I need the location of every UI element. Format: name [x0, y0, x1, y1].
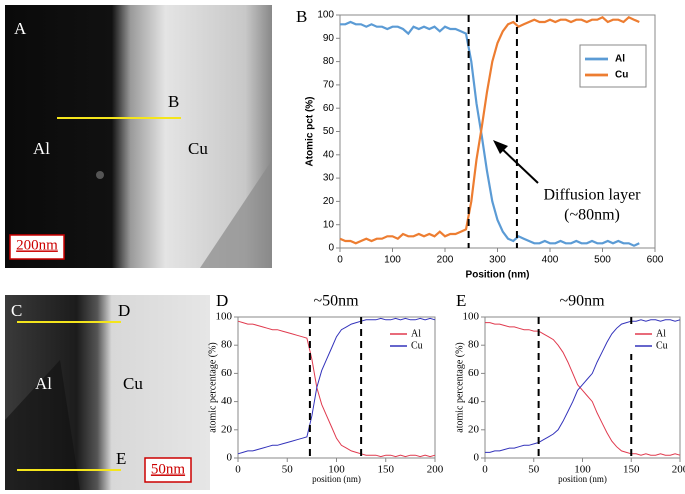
point-label: D	[118, 301, 130, 320]
legend-box	[579, 44, 647, 88]
y-tick-label: 20	[468, 423, 480, 435]
y-tick-label: 60	[323, 103, 335, 114]
series-line	[485, 319, 681, 453]
x-axis-label: Position (nm)	[466, 270, 530, 281]
legend-label: Cu	[615, 70, 628, 81]
series-line	[237, 317, 436, 455]
panel-label: D	[216, 291, 228, 310]
legend-box	[630, 326, 676, 354]
legend-label: Cu	[656, 340, 668, 351]
image-shade	[200, 160, 272, 268]
y-axis-label: atomic percentage (%)	[454, 342, 465, 433]
y-tick-label: 50	[323, 126, 335, 137]
image-a	[5, 5, 272, 268]
scale-bar: 200nm	[16, 237, 58, 253]
y-tick-label: 0	[328, 243, 334, 254]
panel-label: B	[296, 7, 307, 26]
y-tick-label: 60	[468, 367, 480, 379]
y-tick-label: 0	[227, 452, 233, 464]
x-tick-label: 100	[384, 255, 401, 266]
series-line	[485, 322, 681, 456]
y-tick-label: 80	[323, 56, 335, 67]
y-tick-label: 60	[221, 367, 233, 379]
y-tick-label: 70	[323, 80, 335, 91]
x-tick-label: 300	[489, 255, 506, 266]
arrow-head	[493, 140, 508, 154]
scale-box	[9, 234, 65, 260]
y-tick-label: 90	[323, 33, 335, 44]
x-tick-label: 200	[437, 255, 454, 266]
x-tick-label: 200	[427, 464, 444, 476]
micrograph-a: A B Al Cu 200nm	[5, 5, 272, 268]
y-tick-label: 30	[323, 173, 335, 184]
legend-label: Al	[411, 328, 421, 339]
y-tick-label: 80	[468, 339, 480, 351]
panel-label: A	[14, 19, 27, 38]
scale-box	[144, 457, 192, 483]
x-tick-label: 150	[623, 464, 640, 476]
x-tick-label: 50	[282, 464, 294, 476]
particle	[96, 171, 104, 179]
legend-label: Al	[615, 54, 625, 65]
region-label: Cu	[123, 374, 143, 393]
series-line	[340, 20, 640, 247]
point-label: B	[168, 92, 179, 111]
y-tick-label: 40	[468, 395, 480, 407]
x-tick-label: 200	[672, 464, 685, 476]
arrow-shaft	[499, 146, 539, 184]
series-line	[339, 15, 640, 245]
y-tick-label: 100	[317, 10, 334, 21]
y-tick-label: 40	[323, 149, 335, 160]
x-tick-label: 100	[574, 464, 591, 476]
y-axis-label: Atomic pct (%)	[305, 97, 316, 167]
image-shade	[5, 360, 80, 490]
x-tick-label: 500	[594, 255, 611, 266]
x-axis-label: position (nm)	[558, 474, 607, 484]
x-tick-label: 0	[235, 464, 241, 476]
y-tick-label: 100	[216, 311, 233, 323]
y-tick-label: 0	[474, 452, 480, 464]
x-tick-label: 400	[542, 255, 559, 266]
annotation: (~80nm)	[564, 207, 620, 224]
y-tick-label: 40	[221, 395, 233, 407]
x-tick-label: 100	[328, 464, 345, 476]
x-axis-label: position (nm)	[312, 474, 361, 484]
y-axis-label: atomic percentage (%)	[207, 342, 218, 433]
y-tick-label: 20	[221, 423, 233, 435]
point-label: E	[116, 449, 126, 468]
y-tick-label: 20	[323, 196, 335, 207]
annotation: Diffusion layer	[543, 187, 641, 204]
series-line	[237, 320, 436, 458]
x-tick-label: 150	[378, 464, 395, 476]
chart-title: ~50nm	[313, 293, 359, 310]
x-tick-label: 50	[528, 464, 540, 476]
micrograph-c: C D E Al Cu 50nm	[5, 295, 210, 490]
y-tick-label: 80	[221, 339, 233, 351]
scale-bar: 50nm	[151, 461, 186, 477]
legend-box	[385, 326, 431, 354]
region-label: Al	[35, 374, 52, 393]
legend-label: Al	[656, 328, 666, 339]
x-tick-label: 0	[482, 464, 488, 476]
chart-title: ~90nm	[559, 293, 605, 310]
region-label: Cu	[188, 139, 208, 158]
y-tick-label: 100	[463, 311, 480, 323]
x-tick-label: 600	[647, 255, 664, 266]
legend-label: Cu	[411, 340, 423, 351]
panel-label: E	[456, 291, 466, 310]
chart: 0 100 200 300 400 500 600 0 10 20 30 40 50 60 70 80 90 10…	[296, 7, 664, 281]
x-tick-label: 0	[337, 255, 343, 266]
panel-label: C	[11, 301, 22, 320]
y-tick-label: 10	[323, 219, 335, 230]
region-label: Al	[33, 139, 50, 158]
